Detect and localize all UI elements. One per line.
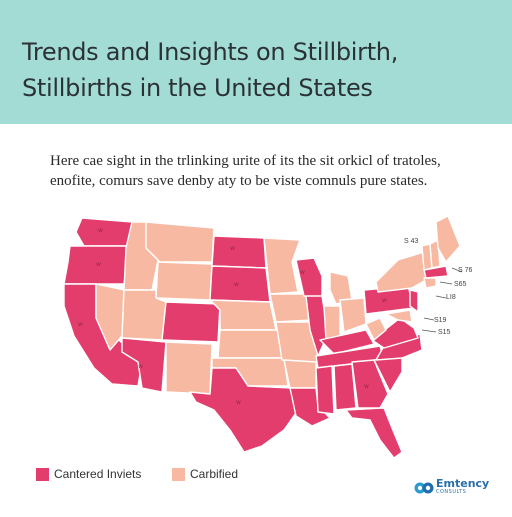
description-text: Here cae sight in the trlinking urite of…	[50, 151, 470, 191]
legend-item-carbified: Carbified	[172, 467, 282, 482]
state-mississippi	[315, 365, 335, 415]
state-wyoming	[155, 261, 213, 301]
brand-logo: Emtency CONSULTS	[414, 478, 504, 500]
state-nevada	[95, 283, 125, 351]
map-callout-label: S19	[434, 317, 447, 324]
state-maryland	[385, 309, 413, 323]
state-louisiana	[289, 387, 331, 427]
state-glyph: ᴡ	[230, 245, 235, 252]
callout-line	[423, 317, 435, 321]
callout-line	[421, 329, 437, 333]
state-glyph: ᴡ	[98, 227, 103, 234]
state-new-mexico	[165, 341, 213, 395]
page-title: Trends and Insights on Stillbirth, Still…	[22, 34, 492, 106]
legend-label: Carbified	[190, 467, 239, 481]
state-north-dakota	[211, 235, 267, 269]
legend-swatch	[172, 468, 185, 481]
state-kentucky	[319, 329, 375, 355]
legend-item-centered: Cantered Inviets	[36, 467, 176, 482]
logo-tagline: CONSULTS	[436, 489, 467, 495]
logo-name: Emtency	[436, 477, 490, 490]
callout-line	[439, 281, 453, 285]
state-glyph: ᴡ	[364, 383, 369, 390]
state-glyph: ᴡ	[234, 281, 239, 288]
description-line-2: enofite, comurs save denby aty to be vis…	[50, 173, 428, 189]
map-callout-label: S 43	[404, 238, 419, 245]
description-line-1: Here cae sight in the trlinking urite of…	[50, 153, 441, 169]
state-glyph: ᴡ	[138, 363, 143, 370]
state-connecticut	[423, 277, 437, 289]
title-line-1: Trends and Insights on Stillbirth,	[22, 38, 399, 66]
map-callout-label: LI8	[446, 294, 456, 301]
legend-label: Cantered Inviets	[54, 467, 142, 481]
state-washington	[75, 217, 133, 247]
title-line-2: Stillbirths in the United States	[22, 74, 373, 102]
callout-line	[451, 267, 463, 273]
state-alabama	[333, 363, 357, 411]
state-glyph: ᴡ	[300, 269, 305, 276]
state-new-york	[375, 251, 427, 293]
state-kansas	[217, 329, 283, 359]
header-banner: Trends and Insights on Stillbirth, Still…	[0, 0, 512, 124]
state-massachusetts	[423, 265, 449, 279]
map-callout-label: S15	[438, 329, 451, 336]
state-colorado	[161, 301, 221, 343]
state-florida	[345, 407, 403, 459]
state-glyph: ᴡ	[96, 261, 101, 268]
state-glyph: ᴡ	[78, 321, 83, 328]
state-texas	[189, 367, 299, 453]
state-glyph: ᴡ	[236, 399, 241, 406]
state-maine	[435, 215, 461, 263]
state-nebraska	[209, 299, 277, 331]
map-callout-label: S65	[454, 281, 467, 288]
state-arkansas	[283, 359, 317, 389]
callout-line	[435, 295, 447, 299]
state-indiana	[323, 305, 341, 341]
state-virginia	[371, 317, 419, 349]
state-montana	[145, 221, 215, 263]
infinity-logo-icon	[414, 482, 434, 494]
state-georgia	[351, 359, 389, 409]
state-south-dakota	[209, 265, 271, 303]
state-west-virginia	[365, 317, 387, 341]
map-callout-label: S 76	[458, 267, 473, 274]
legend-swatch	[36, 468, 49, 481]
state-ohio	[339, 297, 367, 333]
state-glyph: ᴡ	[382, 297, 387, 304]
state-wisconsin	[295, 257, 323, 299]
state-minnesota	[263, 237, 301, 295]
state-new-jersey	[409, 289, 419, 313]
